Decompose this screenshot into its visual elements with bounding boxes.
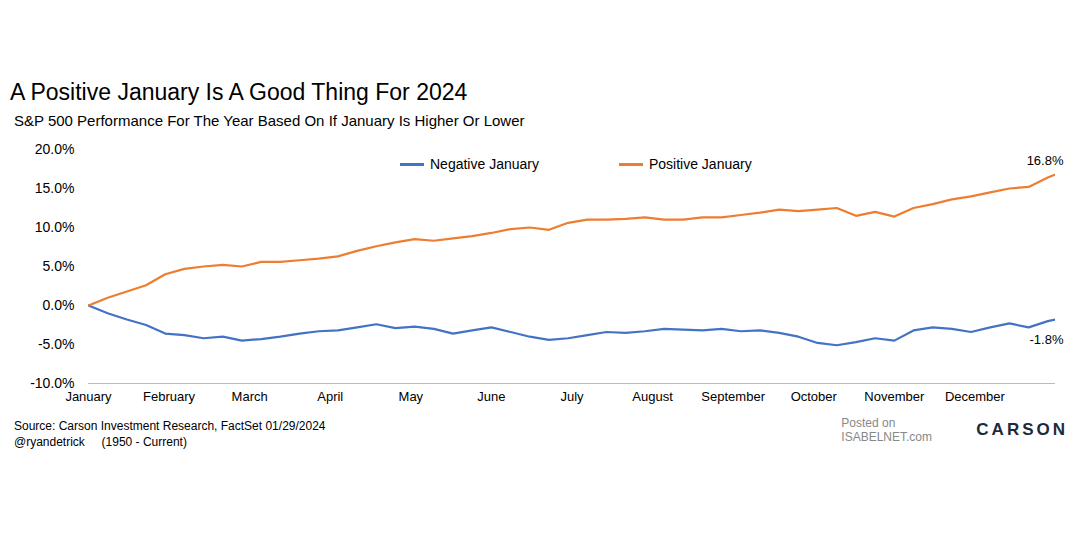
svg-text:November: November xyxy=(864,389,925,404)
svg-text:January: January xyxy=(65,388,112,404)
svg-text:5.0%: 5.0% xyxy=(43,258,75,274)
svg-text:16.8%: 16.8% xyxy=(1027,153,1064,168)
svg-text:August: August xyxy=(632,389,673,404)
html-text:Posted on: Posted on xyxy=(841,416,896,430)
html-text:CARSON: CARSON xyxy=(976,420,1068,439)
svg-text:July: July xyxy=(560,389,584,404)
svg-text:June: June xyxy=(477,389,505,404)
html-text:A Positive January Is A Good T: A Positive January Is A Good Thing For 2… xyxy=(10,79,468,105)
svg-text:15.0%: 15.0% xyxy=(35,180,75,196)
html-text:Source: Carson Investment Rese: Source: Carson Investment Research, Fact… xyxy=(14,419,326,433)
svg-text:May: May xyxy=(399,389,424,404)
svg-text:-1.8%: -1.8% xyxy=(1030,332,1064,347)
svg-text:April: April xyxy=(317,389,343,404)
html-text:ISABELNET.com: ISABELNET.com xyxy=(841,430,932,444)
svg-text:0.0%: 0.0% xyxy=(43,297,75,313)
svg-text:-10.0%: -10.0% xyxy=(30,375,74,391)
svg-text:September: September xyxy=(701,389,765,404)
html-text:S&P 500 Performance For The Ye: S&P 500 Performance For The Year Based O… xyxy=(14,112,525,129)
svg-text:February: February xyxy=(143,389,196,404)
svg-text:October: October xyxy=(791,389,838,404)
svg-text:-5.0%: -5.0% xyxy=(38,336,75,352)
svg-text:March: March xyxy=(232,389,268,404)
svg-text:20.0%: 20.0% xyxy=(35,141,75,157)
svg-text:December: December xyxy=(945,389,1006,404)
svg-text:10.0%: 10.0% xyxy=(35,219,75,235)
html-text:@ryandetrick (1950 - Current): @ryandetrick (1950 - Current) xyxy=(14,435,187,449)
html-text:Negative January: Negative January xyxy=(430,156,539,172)
html-text:Positive January: Positive January xyxy=(649,156,752,172)
